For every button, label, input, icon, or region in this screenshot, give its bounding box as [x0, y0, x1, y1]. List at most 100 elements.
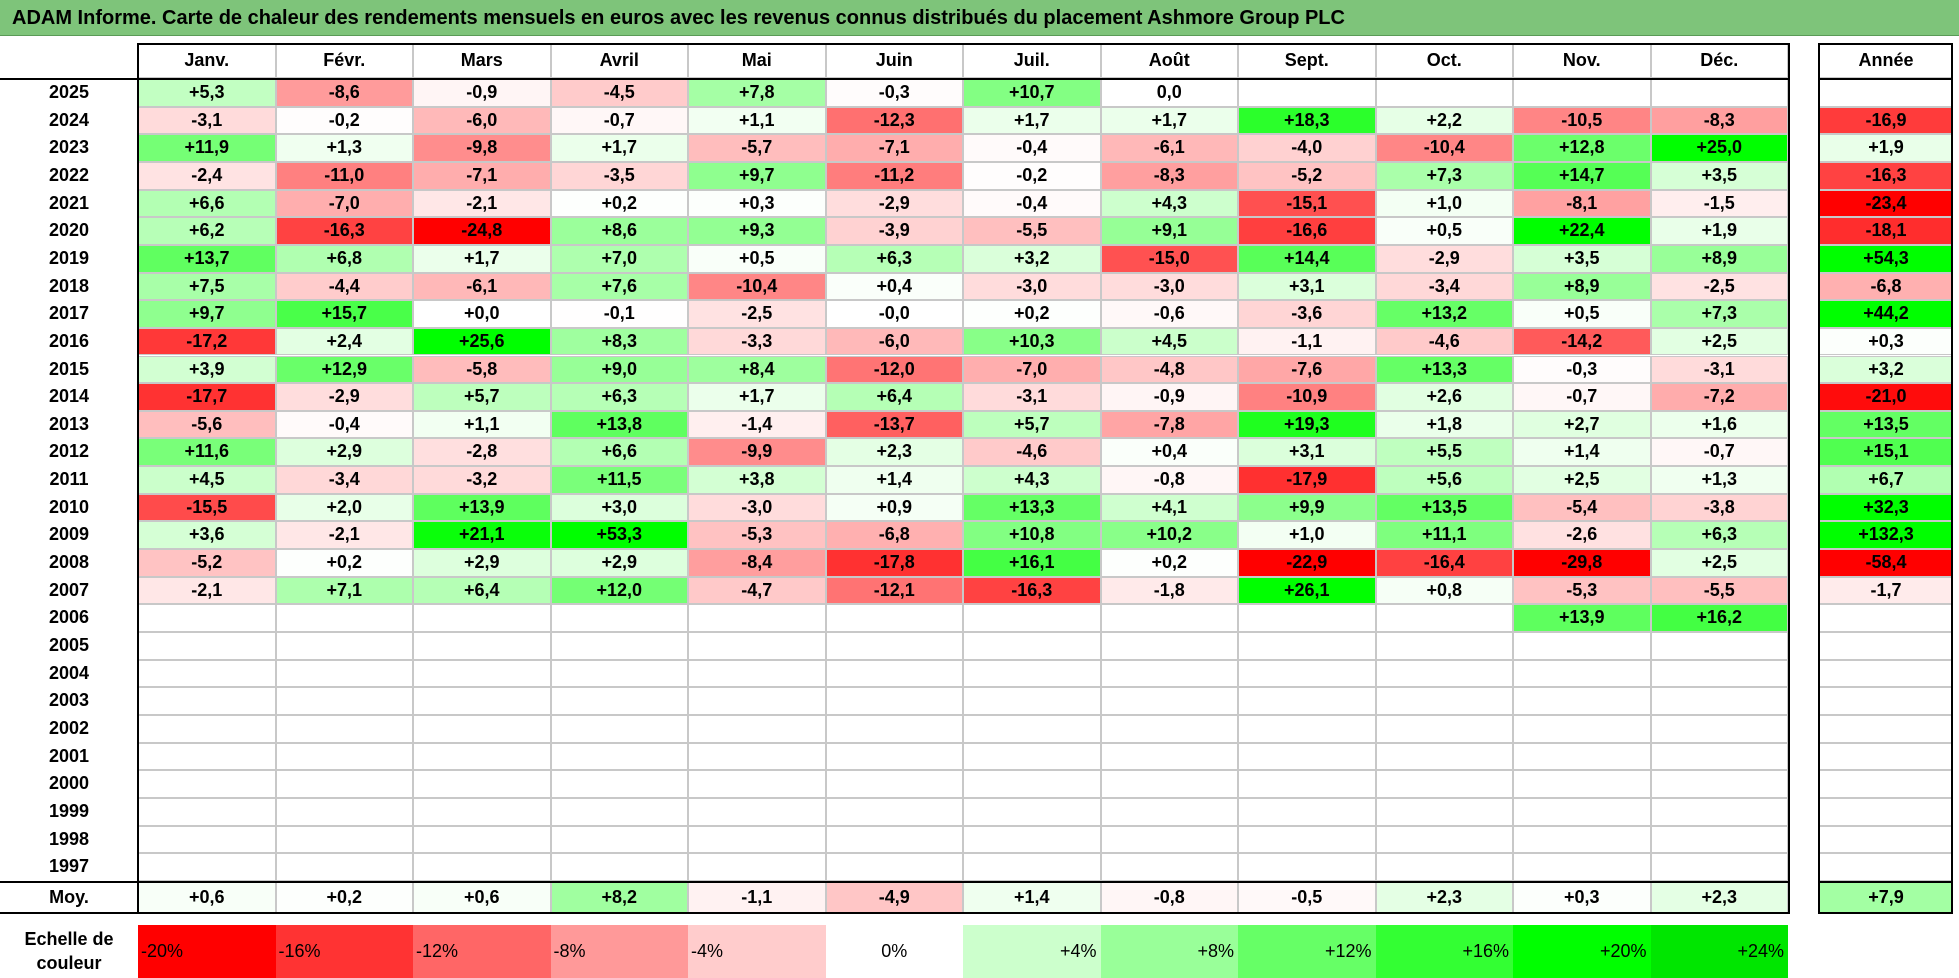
heatmap-cell	[1100, 714, 1238, 743]
annual-cell: +54,3	[1819, 244, 1953, 273]
heatmap-cell	[688, 770, 826, 798]
heatmap-cell: +12,0	[550, 576, 688, 605]
heatmap-cell	[275, 770, 413, 798]
annual-cell: +6,7	[1819, 466, 1953, 494]
heatmap-cell	[413, 604, 551, 632]
heatmap-cell: -2,5	[1650, 272, 1788, 301]
row-year-label: 2021	[0, 189, 138, 218]
heatmap-cell: +10,2	[1100, 521, 1238, 550]
heatmap-cell	[1100, 659, 1238, 688]
heatmap-cell	[825, 714, 963, 743]
heatmap-cell: +6,2	[138, 217, 276, 245]
heatmap-cell	[688, 714, 826, 743]
heatmap-cell: +8,9	[1650, 244, 1788, 273]
heatmap-cell: +0,5	[688, 244, 826, 273]
heatmap-cell	[1375, 797, 1513, 826]
heatmap-cell	[825, 770, 963, 798]
heatmap-cell: +26,1	[1238, 576, 1376, 605]
heatmap-cell	[1375, 632, 1513, 660]
heatmap-cell	[825, 825, 963, 854]
heatmap-cell: -8,6	[275, 79, 413, 107]
heatmap-cell: -10,5	[1513, 106, 1651, 135]
heatmap-cell	[275, 825, 413, 854]
heatmap-cell: +4,3	[963, 466, 1101, 494]
color-scale-swatch: -16%	[275, 925, 413, 978]
heatmap-cell	[550, 825, 688, 854]
heatmap-cell: +7,0	[550, 244, 688, 273]
heatmap-cell	[963, 853, 1101, 881]
heatmap-cell	[1375, 770, 1513, 798]
heatmap-cell	[1238, 714, 1376, 743]
row-year-label: 2004	[0, 659, 138, 688]
heatmap-cell: -9,9	[688, 438, 826, 467]
heatmap-cell: -3,0	[1100, 272, 1238, 301]
heatmap-cell	[688, 659, 826, 688]
heatmap-cell: -1,1	[1238, 327, 1376, 356]
heatmap-cell: +2,4	[275, 327, 413, 356]
heatmap-cell	[275, 714, 413, 743]
heatmap-cell	[1100, 687, 1238, 715]
heatmap-cell: +21,1	[413, 521, 551, 550]
heatmap-cell: -22,9	[1238, 549, 1376, 577]
heatmap-cell	[825, 632, 963, 660]
heatmap-cell: +1,7	[550, 134, 688, 162]
annual-cell	[1819, 659, 1953, 688]
column-header: Mai	[688, 43, 826, 78]
heatmap-cell: -5,3	[688, 521, 826, 550]
heatmap-cell: +5,7	[963, 410, 1101, 439]
heatmap-cell	[963, 797, 1101, 826]
heatmap-cell	[1375, 853, 1513, 881]
heatmap-cell: -3,5	[550, 161, 688, 190]
heatmap-cell	[825, 604, 963, 632]
annual-cell: +13,5	[1819, 410, 1953, 439]
column-header: Oct.	[1375, 43, 1513, 78]
heatmap-cell: +3,6	[138, 521, 276, 550]
heatmap-cell	[275, 797, 413, 826]
heatmap-cell: -12,3	[825, 106, 963, 135]
heatmap-cell	[413, 659, 551, 688]
heatmap-cell: +16,1	[963, 549, 1101, 577]
color-scale-swatch: -12%	[413, 925, 551, 978]
row-year-label: 1998	[0, 825, 138, 854]
heatmap-cell	[1375, 79, 1513, 107]
annual-cell: -16,9	[1819, 106, 1953, 135]
heatmap-cell: +7,6	[550, 272, 688, 301]
heatmap-cell	[688, 632, 826, 660]
heatmap-cell: -4,4	[275, 272, 413, 301]
heatmap-cell: +9,9	[1238, 493, 1376, 522]
heatmap-cell	[963, 604, 1101, 632]
annual-cell: -16,3	[1819, 161, 1953, 190]
annual-average-cell: +7,9	[1819, 882, 1953, 913]
heatmap-cell: -0,2	[963, 161, 1101, 190]
heatmap-cell: +8,3	[550, 327, 688, 356]
heatmap-cell: -1,8	[1100, 576, 1238, 605]
heatmap-cell: -0,3	[1513, 355, 1651, 384]
heatmap-cell	[825, 687, 963, 715]
row-year-label: 2020	[0, 217, 138, 245]
heatmap-cell: +53,3	[550, 521, 688, 550]
heatmap-cell: -0,8	[1100, 466, 1238, 494]
heatmap-cell: -0,4	[963, 134, 1101, 162]
heatmap-cell: +13,7	[138, 244, 276, 273]
heatmap-cell: +13,5	[1375, 493, 1513, 522]
heatmap-cell: -3,0	[688, 493, 826, 522]
heatmap-cell: -4,7	[688, 576, 826, 605]
heatmap-cell	[1375, 604, 1513, 632]
heatmap-cell: +1,4	[825, 466, 963, 494]
annual-cell: +3,2	[1819, 355, 1953, 384]
row-year-label: 2014	[0, 383, 138, 411]
heatmap-cell	[413, 714, 551, 743]
heatmap-cell: +3,1	[1238, 272, 1376, 301]
column-header: Août	[1100, 43, 1238, 78]
heatmap-cell	[1513, 714, 1651, 743]
column-header: Déc.	[1650, 43, 1788, 78]
heatmap-cell: -2,8	[413, 438, 551, 467]
heatmap-cell	[1650, 714, 1788, 743]
heatmap-cell: +4,3	[1100, 189, 1238, 218]
heatmap-cell: -8,3	[1650, 106, 1788, 135]
heatmap-cell: -2,9	[1375, 244, 1513, 273]
heatmap-cell	[138, 742, 276, 771]
heatmap-cell: +1,9	[1650, 217, 1788, 245]
average-cell: -0,8	[1100, 882, 1238, 913]
heatmap-cell: +2,5	[1650, 327, 1788, 356]
